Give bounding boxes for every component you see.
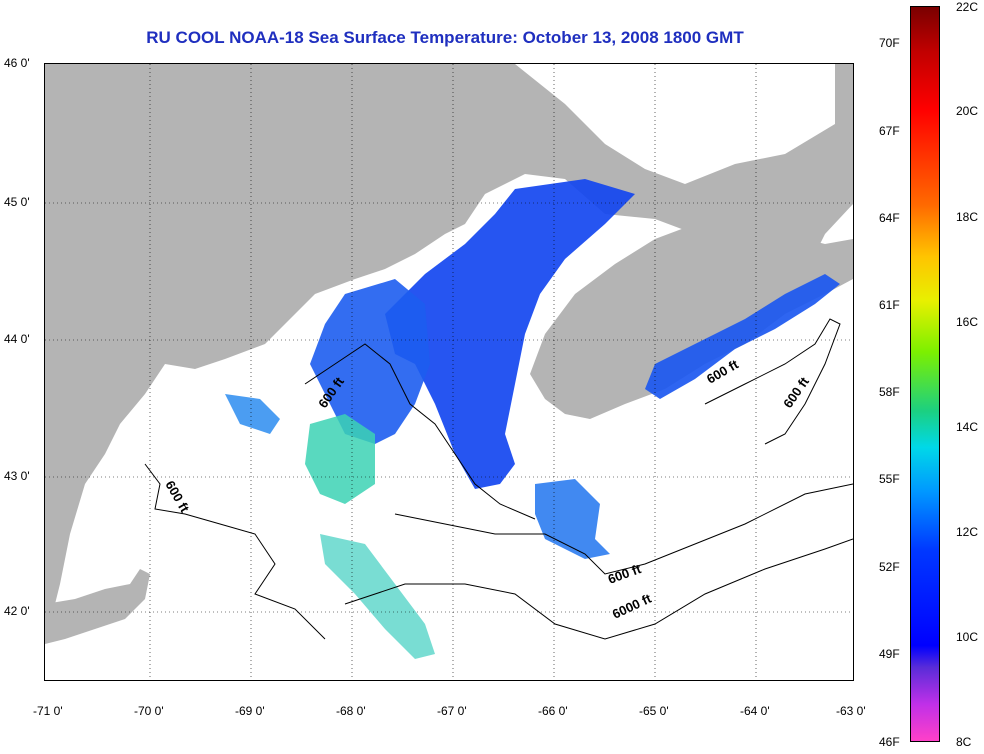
colorbar-celsius-label: 10C (956, 630, 979, 644)
land-nova-scotia (530, 214, 853, 419)
sst-scotian-shelf (645, 274, 840, 399)
contour-600-gulf (304, 343, 536, 520)
sst-warm-patch (305, 414, 375, 504)
colorbar-fahrenheit-label: 55F (879, 472, 900, 486)
y-tick-label: 46 0' (4, 56, 30, 70)
y-tick-label: 44 0' (4, 332, 30, 346)
x-tick-label: -64 0' (740, 704, 770, 718)
contour-600-west (144, 463, 326, 640)
colorbar-celsius-label: 22C (956, 0, 979, 14)
colorbar-fahrenheit-label: 46F (879, 735, 900, 749)
contour-label: 600 ft (780, 374, 812, 411)
land-cape-cod (45, 569, 150, 644)
colorbar-fahrenheit-label: 52F (879, 560, 900, 574)
colorbar-celsius-label: 12C (956, 525, 979, 539)
colorbar-fahrenheit-label: 64F (879, 211, 900, 225)
x-tick-label: -70 0' (134, 704, 164, 718)
colorbar-fahrenheit-label: 61F (879, 298, 900, 312)
temperature-colorbar (910, 6, 940, 742)
contour-label: 600 ft (162, 478, 192, 515)
graticule (45, 64, 853, 680)
x-tick-label: -63 0' (836, 704, 866, 718)
map-area: 600 ft 600 ft 600 ft 600 ft 600 ft 6000 … (44, 63, 854, 681)
contour-label: 6000 ft (610, 590, 654, 621)
contour-600-south (394, 483, 853, 575)
colorbar-fahrenheit-label: 70F (879, 36, 900, 50)
land-mainland (45, 64, 853, 624)
y-tick-label: 43 0' (4, 469, 30, 483)
colorbar-celsius-label: 16C (956, 315, 979, 329)
colorbar-celsius-label: 18C (956, 210, 979, 224)
colorbar-fahrenheit-label: 67F (879, 124, 900, 138)
x-tick-label: -68 0' (336, 704, 366, 718)
x-tick-label: -69 0' (235, 704, 265, 718)
sst-map: 600 ft 600 ft 600 ft 600 ft 600 ft 6000 … (45, 64, 853, 680)
colorbar-celsius-label: 14C (956, 420, 979, 434)
colorbar-celsius-label: 20C (956, 104, 979, 118)
x-tick-label: -65 0' (639, 704, 669, 718)
contour-6000 (344, 538, 853, 640)
sst-southern-strip (320, 534, 435, 659)
sst-east-patch (535, 479, 610, 559)
sst-gulf-maine-west (310, 279, 430, 444)
colorbar-celsius-label: 8C (956, 735, 972, 749)
x-tick-label: -66 0' (538, 704, 568, 718)
y-tick-label: 45 0' (4, 195, 30, 209)
colorbar-fahrenheit-label: 58F (879, 385, 900, 399)
sst-bay-of-fundy (385, 179, 635, 489)
map-title: RU COOL NOAA-18 Sea Surface Temperature:… (146, 28, 744, 47)
colorbar-fahrenheit-label: 49F (879, 647, 900, 661)
x-tick-label: -71 0' (33, 704, 63, 718)
x-tick-label: -67 0' (437, 704, 467, 718)
sst-southwest-patch (225, 394, 280, 434)
contour-600-east (704, 318, 841, 445)
contour-label: 600 ft (606, 561, 644, 587)
y-tick-label: 42 0' (4, 604, 30, 618)
